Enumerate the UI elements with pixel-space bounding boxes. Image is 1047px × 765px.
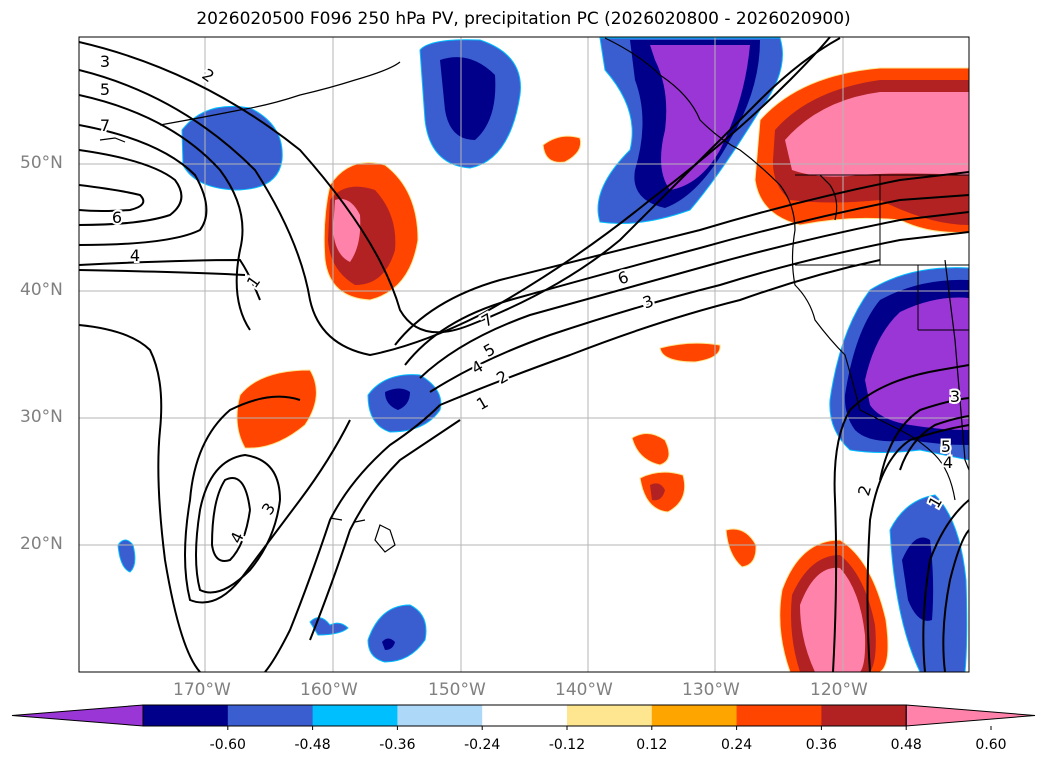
lon-label-120w: 120°W [810, 680, 868, 700]
contour-label: 1 [243, 272, 264, 291]
contour-label: 3 [100, 52, 110, 71]
colorbar [11, 704, 1036, 730]
contour-label: 5 [941, 437, 951, 456]
lon-label-130w: 130°W [682, 680, 740, 700]
colorbar-tick-label: 0.48 [890, 737, 922, 753]
lat-label-20: 20°N [20, 534, 63, 554]
gridlines [79, 37, 969, 672]
state-boundaries [795, 174, 969, 331]
contour-label: 7 [478, 309, 496, 331]
colorbar-tick-label: -0.60 [209, 737, 246, 753]
colorbar-tick-label: -0.48 [294, 737, 331, 753]
contour-label: 6 [615, 267, 631, 288]
contour-label: 4 [130, 246, 140, 265]
colorbar-segment [143, 705, 229, 726]
colorbar-border [142, 704, 907, 727]
colorbar-segment [567, 705, 653, 726]
lon-label-170w: 170°W [173, 680, 231, 700]
lat-label-40: 40°N [20, 280, 63, 300]
map-title: 2026020500 F096 250 hPa PV, precipitatio… [196, 9, 851, 29]
lon-label-150w: 150°W [428, 680, 486, 700]
colorbar-tick-label: 0.24 [721, 737, 753, 753]
lon-label-140w: 140°W [555, 680, 613, 700]
contour-label: 1 [473, 392, 491, 414]
colorbar-segment [312, 705, 398, 726]
contour-label: 2 [854, 483, 875, 498]
colorbar-segment [397, 705, 483, 726]
colorbar-tick-label: -0.36 [379, 737, 416, 753]
colorbar-extend-max [905, 704, 1036, 727]
lon-label-160w: 160°W [300, 680, 358, 700]
contour-label: 5 [100, 80, 110, 99]
lat-label-30: 30°N [20, 407, 63, 427]
colorbar-segment [482, 705, 568, 726]
precip-fields [117, 37, 969, 672]
colorbar-tick-label: 0.60 [975, 737, 1007, 753]
colorbar-segment [651, 705, 738, 726]
lat-label-50: 50°N [20, 153, 63, 173]
colorbar-segment [736, 705, 822, 726]
coastlines [99, 37, 969, 553]
colorbar-segment [821, 705, 907, 726]
contour-label: 4 [468, 356, 486, 378]
colorbar-tick-label: -0.24 [464, 737, 501, 753]
colorbar-tick-label: 0.12 [636, 737, 668, 753]
contour-label: 2 [199, 65, 218, 86]
contour-label: 6 [112, 208, 122, 227]
map-frame [78, 36, 970, 673]
colorbar-tick-label: 0.36 [805, 737, 837, 753]
contour-label: 3 [950, 387, 960, 406]
pv-contours [79, 37, 969, 672]
contour-label: 7 [100, 116, 110, 135]
contour-label: 4 [943, 453, 953, 472]
colorbar-tick-label: -0.12 [548, 737, 586, 753]
contour-label: 3 [258, 499, 279, 518]
colorbar-extend-min [11, 704, 144, 727]
colorbar-segment [227, 705, 314, 726]
